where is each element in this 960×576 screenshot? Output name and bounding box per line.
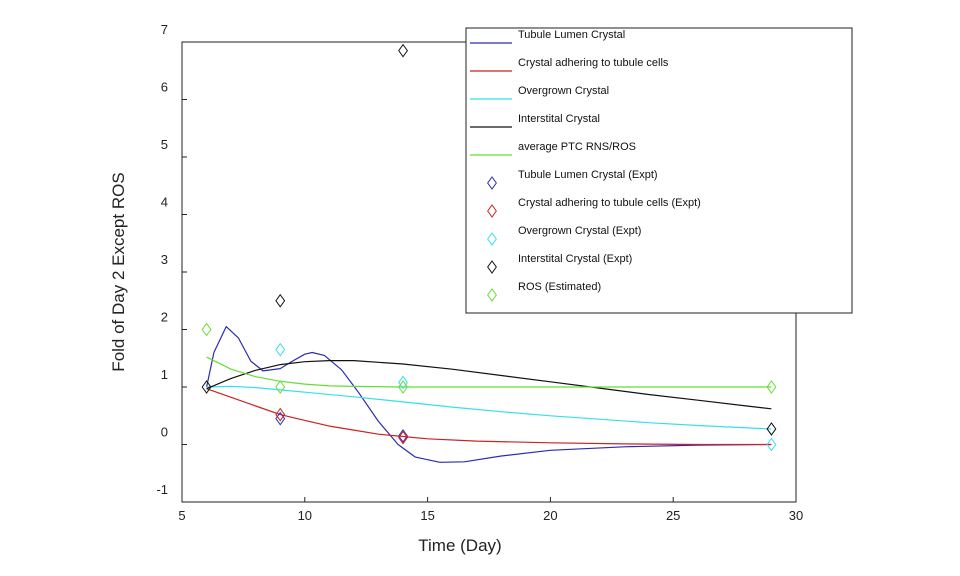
data-point-marker <box>398 43 408 58</box>
legend-entry-label: Crystal adhering to tubule cells (Expt) <box>518 197 701 209</box>
data-point-marker <box>766 437 777 452</box>
y-tick-label: 4 <box>161 195 168 210</box>
data-point-marker <box>275 342 286 357</box>
data-point-marker <box>766 422 777 436</box>
legend-entry-label: Crystal adhering to tubule cells <box>518 57 669 69</box>
x-tick-label: 20 <box>543 508 557 523</box>
legend-entry-label: Overgrown Crystal (Expt) <box>518 225 641 237</box>
x-tick-label: 10 <box>298 508 312 523</box>
y-tick-label: 1 <box>161 367 168 382</box>
y-tick-label: -1 <box>156 482 168 497</box>
legend-entry-label: Tubule Lumen Crystal <box>518 29 625 41</box>
legend-marker-swatch <box>487 204 497 218</box>
data-point-marker <box>201 380 212 394</box>
axis-ticks: 5 10 15 20 25 30 -1 0 1 2 3 4 5 6 7 <box>156 22 803 523</box>
data-point-marker <box>398 429 408 443</box>
series-line-4 <box>206 356 772 388</box>
series-lines <box>206 326 772 463</box>
legend-entry-label: average PTC RNS/ROS <box>518 141 636 153</box>
legend-marker-swatch <box>487 176 497 190</box>
x-tick-label: 5 <box>178 508 185 523</box>
series-line-3 <box>206 360 772 410</box>
series-markers <box>201 43 777 452</box>
x-tick-label: 25 <box>666 508 680 523</box>
y-axis-label: Fold of Day 2 Except ROS <box>109 172 128 371</box>
x-axis-label: Time (Day) <box>418 536 501 555</box>
data-point-marker <box>275 407 286 422</box>
series-line-1 <box>206 388 772 446</box>
series-line-0 <box>206 326 772 463</box>
data-point-marker <box>398 430 408 445</box>
legend: Tubule Lumen Crystal Crystal adhering to … <box>465 27 853 314</box>
y-tick-label: 0 <box>161 425 168 440</box>
y-tick-label: 7 <box>161 22 168 37</box>
legend-marker-swatch <box>487 232 497 246</box>
legend-entry-label: Interstital Crystal (Expt) <box>518 253 632 265</box>
legend-entry-label: Tubule Lumen Crystal (Expt) <box>518 169 658 181</box>
data-point-marker <box>398 375 408 390</box>
data-point-marker <box>275 293 286 308</box>
data-point-marker <box>201 322 212 337</box>
y-tick-label: 2 <box>161 310 168 325</box>
x-tick-label: 15 <box>420 508 434 523</box>
legend-box <box>465 27 853 314</box>
series-line-2 <box>206 385 772 430</box>
legend-marker-swatch <box>487 260 497 274</box>
data-point-marker <box>275 380 286 394</box>
legend-marker-swatch <box>487 288 497 302</box>
data-point-marker <box>766 380 777 394</box>
y-tick-label: 5 <box>161 137 168 152</box>
data-point-marker <box>398 380 408 394</box>
y-tick-label: 6 <box>161 80 168 95</box>
y-tick-label: 3 <box>161 252 168 267</box>
legend-entry-label: ROS (Estimated) <box>518 281 601 293</box>
x-tick-label: 30 <box>789 508 803 523</box>
legend-entry-label: Interstital Crystal <box>518 113 600 125</box>
legend-entry-label: Overgrown Crystal <box>518 85 609 97</box>
